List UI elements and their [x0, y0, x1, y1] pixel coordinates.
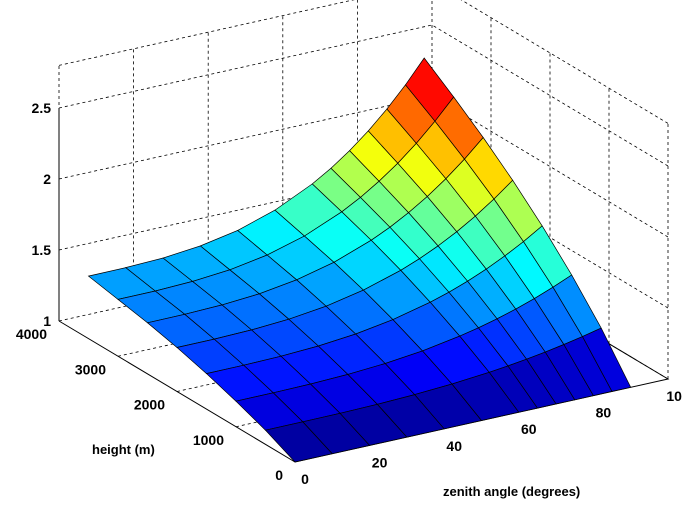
y-tick-label: 0 — [275, 467, 283, 483]
x-tick-label: 100 — [666, 388, 682, 404]
tick-labels: 0204060801000100020003000400011.522.5 — [16, 100, 682, 487]
y-tick-label: 4000 — [16, 326, 47, 342]
x-axis-label: zenith angle (degrees) — [443, 484, 580, 499]
y-axis-label: height (m) — [92, 442, 155, 457]
z-gridline — [58, 24, 669, 167]
y-tick-label: 1000 — [193, 432, 224, 448]
surface-patch — [582, 327, 632, 392]
x-tick-label: 0 — [301, 471, 309, 487]
z-tick-label: 2 — [43, 171, 51, 187]
x-tick-label: 60 — [521, 421, 537, 437]
surface-plot — [87, 57, 632, 463]
z-tick-label: 1 — [43, 313, 51, 329]
x-tick-label: 20 — [372, 454, 388, 470]
y-tick-label: 3000 — [75, 361, 106, 377]
z-gridline — [58, 95, 669, 238]
top-rim — [58, 0, 669, 124]
x-tick-label: 80 — [596, 405, 612, 421]
z-tick-label: 2.5 — [32, 100, 52, 116]
x-tick-label: 40 — [446, 438, 462, 454]
z-tick-label: 1.5 — [32, 242, 52, 258]
y-tick-label: 2000 — [134, 397, 165, 413]
z-gridline — [58, 166, 669, 309]
